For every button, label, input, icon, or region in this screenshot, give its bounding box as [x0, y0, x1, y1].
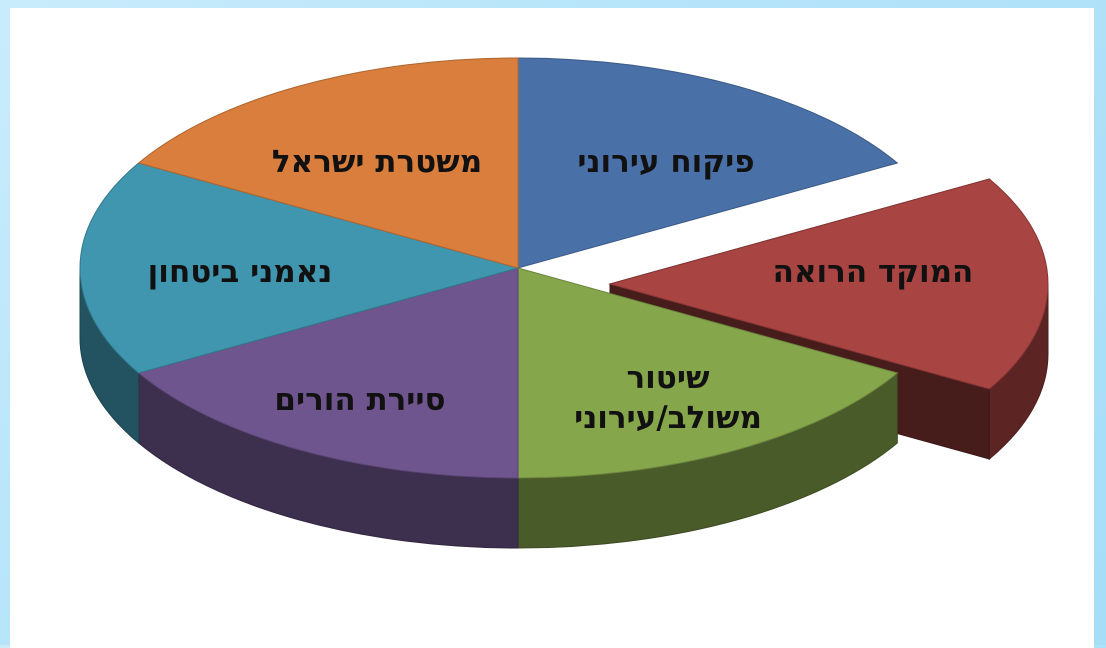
slice-2-label: שיטור משולב/עירוני: [574, 360, 762, 436]
slice-4-top: [79, 162, 520, 374]
slice-3-label: סיירת הורים: [274, 382, 445, 418]
slice-5-label: משטרת ישראל: [272, 144, 482, 180]
slice-1-top: [608, 178, 1049, 390]
pie-tops: [79, 57, 1049, 479]
pie-labels: פיקוח עירוני המוקד הרואה שיטור משולב/עירוני…: [148, 144, 974, 436]
slice-0-top: [517, 57, 899, 269]
slice-3-top: [137, 267, 519, 479]
slice-2-top: [517, 267, 899, 479]
slice-1-label: המוקד הרואה: [773, 254, 974, 290]
slice-0-label: פיקוח עירוני: [577, 144, 754, 180]
slice-5-top: [137, 57, 519, 269]
slice-4-label: נאמני ביטחון: [148, 254, 333, 290]
